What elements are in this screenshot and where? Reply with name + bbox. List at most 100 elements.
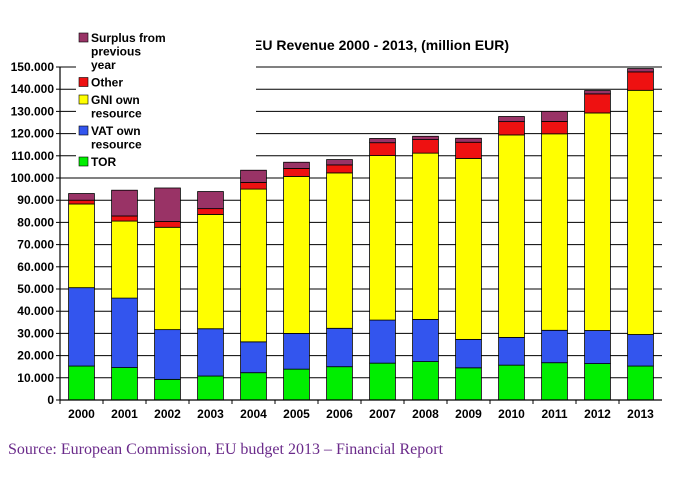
bar-tor-2000 bbox=[68, 365, 95, 401]
bar-surplus-from-previous-year-2013 bbox=[627, 68, 654, 73]
bars bbox=[68, 68, 654, 401]
bar-surplus-from-previous-year-2004 bbox=[240, 169, 267, 183]
bar-vat-own-resource-2003 bbox=[197, 328, 224, 377]
bar-tor-2004 bbox=[240, 372, 267, 401]
bar-vat-own-resource-2001 bbox=[111, 297, 138, 368]
bar-tor-2003 bbox=[197, 375, 224, 401]
legend-swatch bbox=[78, 32, 89, 43]
bar-other-2003 bbox=[197, 208, 224, 215]
x-tick-label: 2007 bbox=[369, 407, 396, 421]
x-tick-label: 2004 bbox=[240, 407, 267, 421]
y-tick-label: 110.000 bbox=[11, 149, 54, 163]
bar-other-2005 bbox=[283, 168, 310, 177]
bar-gni-own-resource-2006 bbox=[326, 172, 353, 329]
bar-vat-own-resource-2011 bbox=[541, 329, 568, 364]
y-tick-label: 120.000 bbox=[11, 127, 55, 141]
x-tick-label: 2013 bbox=[627, 407, 654, 421]
bar-vat-own-resource-2005 bbox=[283, 332, 310, 370]
source-caption: Source: European Commission, EU budget 2… bbox=[8, 441, 444, 458]
bar-other-2001 bbox=[111, 215, 138, 222]
x-tick-label: 2005 bbox=[283, 407, 310, 421]
x-tick-label: 2001 bbox=[111, 407, 138, 421]
bar-tor-2005 bbox=[283, 368, 310, 401]
bar-tor-2001 bbox=[111, 367, 138, 401]
bar-tor-2009 bbox=[455, 367, 482, 401]
bar-gni-own-resource-2004 bbox=[240, 188, 267, 343]
bar-other-2010 bbox=[498, 121, 525, 136]
bar-gni-own-resource-2010 bbox=[498, 134, 525, 338]
bar-tor-2011 bbox=[541, 362, 568, 401]
bar-other-2006 bbox=[326, 164, 353, 174]
y-tick-label: 70.000 bbox=[17, 238, 54, 252]
x-tick-label: 2009 bbox=[455, 407, 482, 421]
chart-title: EU Revenue 2000 - 2013, (million EUR) bbox=[253, 37, 509, 53]
bar-surplus-from-previous-year-2002 bbox=[154, 187, 181, 222]
bar-vat-own-resource-2004 bbox=[240, 341, 267, 374]
bar-surplus-from-previous-year-2003 bbox=[197, 191, 224, 210]
bar-gni-own-resource-2013 bbox=[627, 89, 654, 335]
legend-swatch bbox=[78, 125, 89, 136]
y-tick-label: 60.000 bbox=[17, 260, 54, 274]
legend-swatch bbox=[78, 156, 89, 167]
bar-gni-own-resource-2008 bbox=[412, 152, 439, 320]
bar-tor-2012 bbox=[584, 363, 611, 401]
x-tick-labels: 2000 2001 2002 2003 2004 2005 2006 2007 2008 2009… bbox=[68, 407, 654, 421]
x-tick-label: 2012 bbox=[584, 407, 611, 421]
bar-gni-own-resource-2000 bbox=[68, 203, 95, 289]
bar-surplus-from-previous-year-2008 bbox=[412, 135, 439, 140]
bar-tor-2006 bbox=[326, 366, 353, 401]
y-tick-label: 100.000 bbox=[11, 171, 55, 185]
bar-gni-own-resource-2007 bbox=[369, 155, 396, 321]
bar-other-2009 bbox=[455, 141, 482, 159]
bar-vat-own-resource-2008 bbox=[412, 319, 439, 362]
bar-tor-2010 bbox=[498, 364, 525, 401]
y-tick-label: 80.000 bbox=[17, 215, 54, 229]
x-tick-label: 2008 bbox=[412, 407, 439, 421]
bar-other-2000 bbox=[68, 199, 95, 205]
bar-vat-own-resource-2000 bbox=[68, 287, 95, 367]
bar-gni-own-resource-2003 bbox=[197, 214, 224, 330]
bar-surplus-from-previous-year-2006 bbox=[326, 159, 353, 166]
bar-other-2007 bbox=[369, 142, 396, 156]
bar-gni-own-resource-2009 bbox=[455, 158, 482, 340]
bar-surplus-from-previous-year-2009 bbox=[455, 137, 482, 143]
legend-label: VAT own resource bbox=[91, 124, 142, 152]
bar-surplus-from-previous-year-2000 bbox=[68, 193, 95, 201]
bar-vat-own-resource-2002 bbox=[154, 329, 181, 380]
legend-swatch bbox=[78, 77, 89, 87]
x-tick-label: 2010 bbox=[498, 407, 525, 421]
y-tick-label: 50.000 bbox=[17, 282, 54, 296]
bar-surplus-from-previous-year-2005 bbox=[283, 161, 310, 169]
y-tick-label: 40.000 bbox=[17, 304, 54, 318]
bar-gni-own-resource-2002 bbox=[154, 226, 181, 331]
legend-box bbox=[76, 30, 256, 162]
bar-tor-2008 bbox=[412, 361, 439, 401]
x-tick-label: 2000 bbox=[68, 407, 95, 421]
bar-other-2013 bbox=[627, 71, 654, 91]
bar-vat-own-resource-2006 bbox=[326, 327, 353, 368]
x-tick-label: 2006 bbox=[326, 407, 353, 421]
y-tick-label: 20.000 bbox=[17, 349, 54, 363]
x-tick-label: 2002 bbox=[154, 407, 181, 421]
bar-vat-own-resource-2007 bbox=[369, 319, 396, 364]
bar-surplus-from-previous-year-2012 bbox=[584, 90, 611, 95]
bar-gni-own-resource-2005 bbox=[283, 176, 310, 334]
x-tick-label: 2011 bbox=[541, 407, 567, 421]
legend-swatch bbox=[78, 94, 89, 105]
bar-tor-2013 bbox=[627, 365, 654, 401]
bar-surplus-from-previous-year-2007 bbox=[369, 138, 396, 144]
bar-gni-own-resource-2011 bbox=[541, 133, 568, 331]
y-tick-label: 10.000 bbox=[17, 371, 54, 385]
legend-label: GNI own resource bbox=[91, 93, 142, 121]
bar-vat-own-resource-2012 bbox=[584, 330, 611, 364]
axes bbox=[56, 66, 662, 404]
bar-gni-own-resource-2001 bbox=[111, 220, 138, 299]
bar-other-2004 bbox=[240, 182, 267, 190]
eu-revenue-chart: 0 10.000 20.000 30.000 40.000 50.000 60.000 70.… bbox=[11, 30, 662, 421]
legend-label: Other bbox=[91, 76, 123, 90]
y-tick-label: 30.000 bbox=[17, 326, 54, 340]
y-tick-label: 150.000 bbox=[11, 60, 55, 74]
x-tick-label: 2003 bbox=[197, 407, 224, 421]
legend-label: TOR bbox=[91, 155, 116, 169]
bar-surplus-from-previous-year-2001 bbox=[111, 189, 138, 217]
